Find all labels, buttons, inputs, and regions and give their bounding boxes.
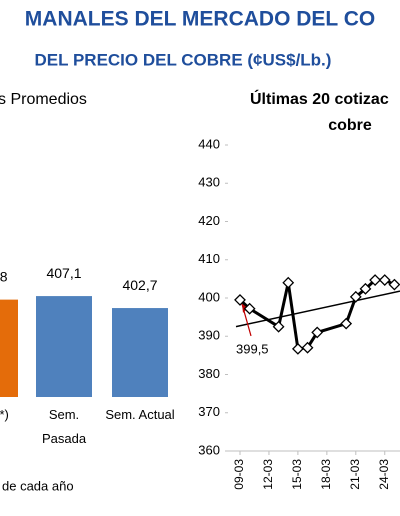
x-tick-label: 15-03: [290, 459, 304, 490]
bar: [0, 299, 18, 397]
marker: [243, 302, 256, 315]
value-label: 399,5: [236, 341, 269, 356]
y-tick-label: 390: [198, 328, 220, 343]
bar: [112, 308, 168, 397]
footnote: de cada año: [2, 478, 74, 493]
y-tick-label: 360: [198, 442, 220, 457]
chart-title: s Promedios: [0, 91, 87, 108]
x-tick-label: Sem. Pasada: [41, 407, 87, 446]
marker: [291, 342, 304, 355]
bar: [36, 296, 92, 397]
y-tick-label: 380: [198, 366, 220, 381]
marker: [234, 293, 246, 306]
marker: [388, 278, 400, 291]
line: [238, 278, 396, 351]
y-tick-label: 420: [198, 213, 220, 228]
marker: [349, 290, 362, 303]
y-tick-label: 400: [198, 289, 220, 304]
x-tick-label: 18-03: [319, 459, 333, 490]
value-label: 402,7: [122, 277, 157, 293]
marker: [378, 274, 391, 286]
x-tick-label: 12-03: [261, 459, 275, 490]
marker: [301, 341, 314, 354]
y-tick-label: 370: [198, 404, 220, 419]
marker: [272, 320, 285, 333]
y-tick-label: 440: [198, 136, 220, 151]
marker: [340, 317, 353, 330]
chart-title: Últimas 20 cotizac: [250, 89, 389, 108]
value-label: 407,1: [46, 265, 81, 281]
slide-title: MANALES DEL MERCADO DEL CO: [25, 8, 375, 31]
value-label: 405,8: [0, 268, 8, 284]
x-tick-label: 09-03: [232, 459, 246, 490]
x-tick-label: 21-03: [348, 459, 362, 490]
marker: [311, 326, 324, 339]
chart-title: cobre: [328, 117, 372, 134]
x-tick-label: 24-03: [377, 459, 391, 490]
marker: [369, 274, 382, 286]
x-tick-label: Sem. Actual: [105, 407, 175, 422]
slide-subtitle: DEL PRECIO DEL COBRE (¢US$/Lb.): [35, 50, 332, 69]
marker: [359, 282, 372, 295]
x-tick-label: (*): [0, 407, 9, 422]
y-tick-label: 430: [198, 175, 220, 190]
marker: [282, 276, 295, 289]
y-tick-label: 410: [198, 251, 220, 266]
trend-line: [235, 290, 400, 328]
